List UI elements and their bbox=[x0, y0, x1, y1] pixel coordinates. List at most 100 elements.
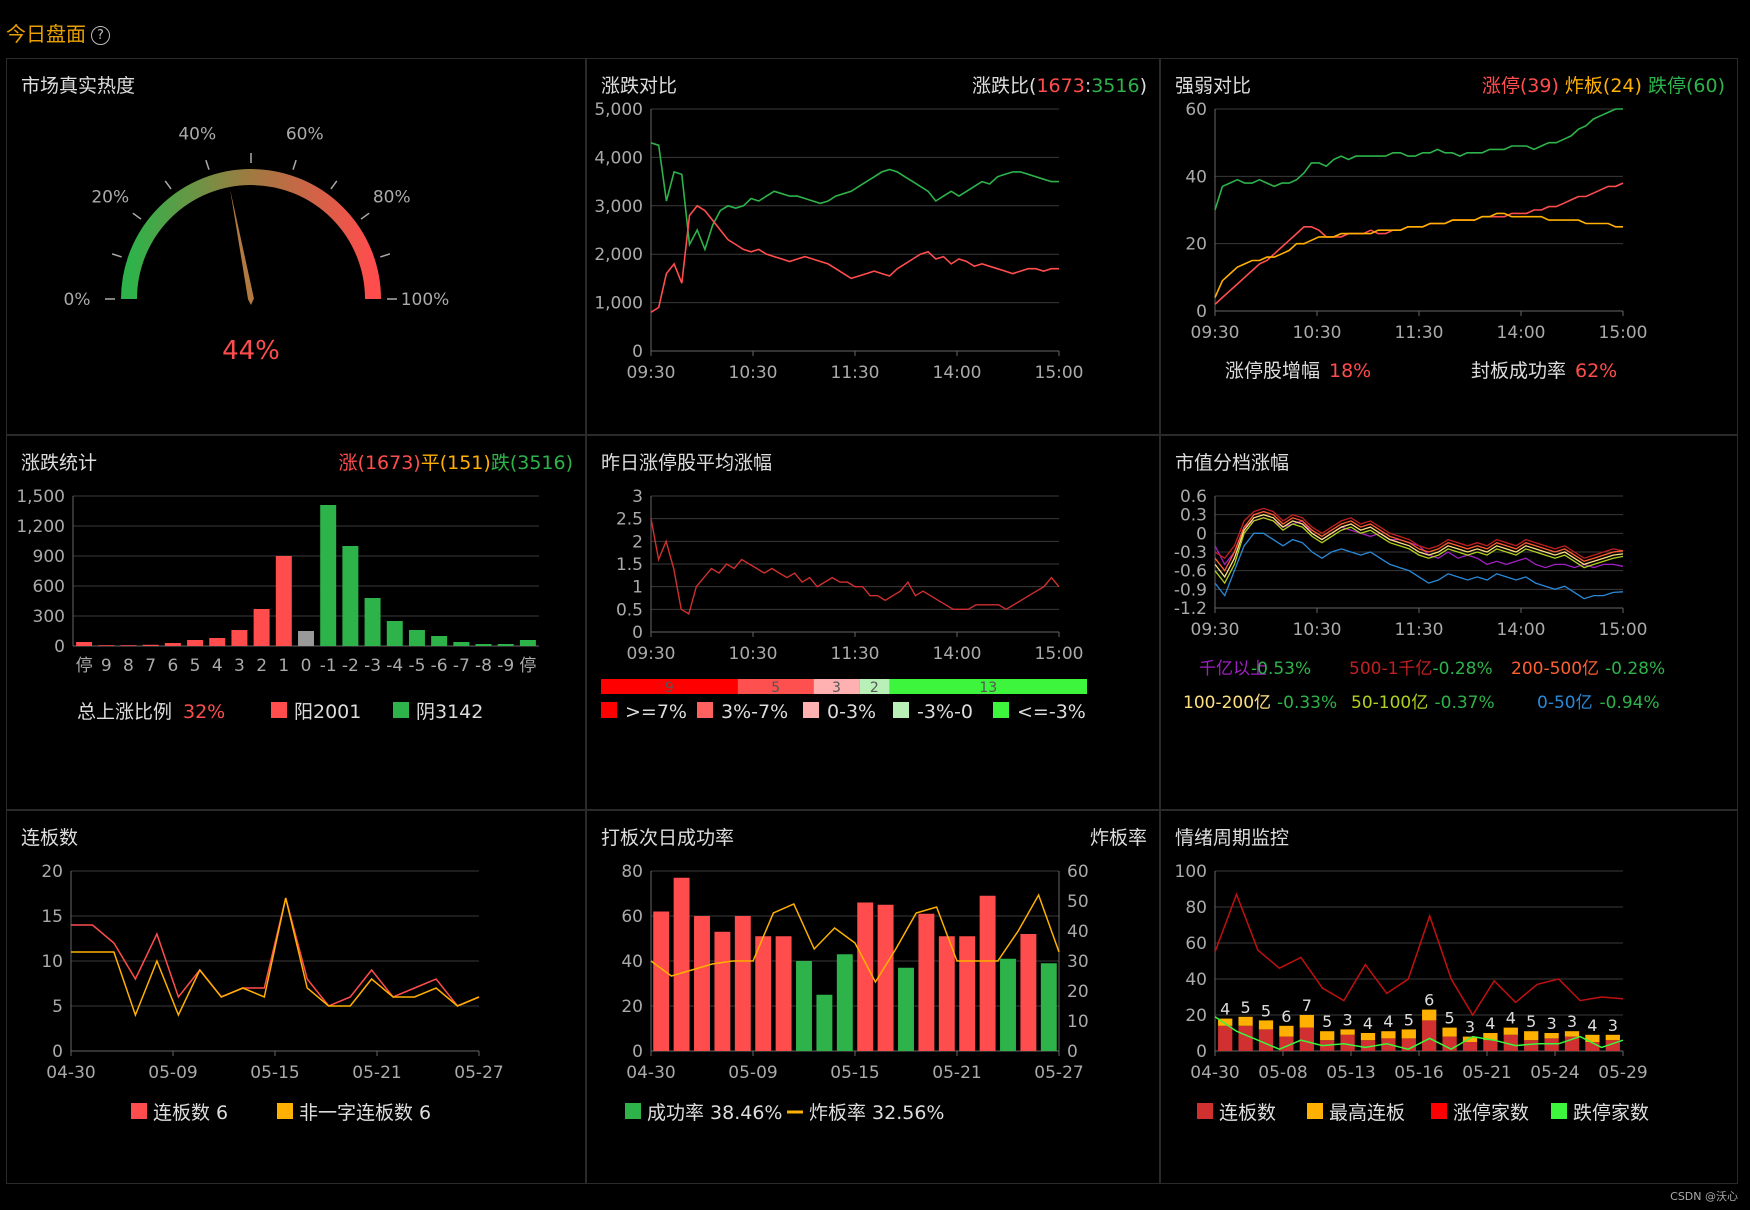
x-tick-label: 05-13 bbox=[1326, 1063, 1375, 1083]
bar-top bbox=[1462, 1036, 1478, 1042]
x-tick-label: -5 bbox=[408, 656, 425, 676]
x-tick-label: 停 bbox=[519, 656, 536, 676]
x-tick-label: -9 bbox=[497, 656, 514, 676]
y2-tick-label: 50 bbox=[1067, 892, 1089, 912]
x-tick-label: 05-29 bbox=[1598, 1063, 1647, 1083]
y2-tick-label: 0 bbox=[1067, 1042, 1078, 1062]
y-tick-label: 20 bbox=[621, 997, 643, 1017]
gauge-tick bbox=[132, 212, 142, 220]
series-line-1 bbox=[71, 897, 480, 1018]
y-tick-label: 2,000 bbox=[594, 245, 643, 265]
x-tick-label: 14:00 bbox=[1497, 620, 1546, 640]
y-tick-label: 4,000 bbox=[594, 148, 643, 168]
bar-lianban bbox=[1238, 1025, 1253, 1051]
bar-top bbox=[1585, 1034, 1600, 1042]
series-line-0 bbox=[1214, 517, 1624, 569]
legend-label: 跌停家数 bbox=[1573, 1102, 1649, 1124]
panel-title: 涨跌统计 bbox=[21, 452, 98, 474]
panel-distribution: 涨跌统计 涨(1673)平(151)跌(3516) 1,500 1,200 900 6… bbox=[6, 435, 586, 810]
help-icon[interactable]: ? bbox=[91, 26, 110, 45]
series-line-2 bbox=[1214, 212, 1623, 298]
bar-top bbox=[1258, 1020, 1274, 1030]
bar bbox=[898, 967, 914, 1051]
bar-label: 4 bbox=[1220, 1000, 1230, 1019]
y-tick-label: 0 bbox=[632, 1042, 643, 1062]
gauge-tick bbox=[111, 253, 122, 258]
x-tick-label: -2 bbox=[342, 656, 359, 676]
series-line-0 bbox=[1214, 108, 1623, 211]
streak-chart: 20 15 10 5 004-30 05-09 05-15 05-21 05-27 连板数 6 非一… bbox=[41, 862, 503, 1124]
legend-value: -0.33% bbox=[1277, 693, 1337, 713]
bar bbox=[209, 638, 226, 646]
legend-value: -0.28% bbox=[1605, 659, 1665, 679]
bar-label: 4 bbox=[1506, 1009, 1516, 1028]
bar-lianban bbox=[1340, 1034, 1355, 1051]
series-line-2 bbox=[1214, 510, 1624, 572]
rate-line bbox=[650, 893, 1060, 984]
gauge-needle bbox=[230, 188, 254, 305]
gauge-tick-label: 100% bbox=[401, 290, 450, 310]
strip-segment bbox=[601, 679, 738, 694]
y-tick-label: 20 bbox=[1185, 1006, 1207, 1026]
limit-up-line bbox=[1214, 892, 1624, 1017]
x-tick-label: 9 bbox=[101, 656, 112, 676]
legend-swatch bbox=[1197, 1103, 1213, 1119]
gauge-value: 44% bbox=[222, 336, 280, 366]
bar bbox=[431, 636, 448, 646]
bar-label: 3 bbox=[1465, 1018, 1475, 1037]
legend-label: 涨停家数 bbox=[1453, 1102, 1529, 1124]
gauge-tick bbox=[205, 159, 210, 170]
x-tick-label: 11:30 bbox=[1395, 620, 1444, 640]
strip-label: 13 bbox=[979, 680, 997, 696]
bar-top bbox=[1238, 1016, 1253, 1026]
y-tick-label: 1,000 bbox=[594, 294, 643, 314]
legend-label: 千亿以上 bbox=[1199, 659, 1267, 679]
x-tick-label: 10:30 bbox=[1293, 620, 1342, 640]
bar-top bbox=[1422, 1009, 1437, 1021]
bar-top bbox=[1544, 1033, 1559, 1039]
x-tick-label: 停 bbox=[76, 656, 93, 676]
gauge-tick bbox=[380, 253, 391, 258]
legend-label: -3%-0 bbox=[917, 701, 973, 723]
x-tick-label: 09:30 bbox=[1191, 323, 1240, 343]
bar-top bbox=[1218, 1018, 1233, 1026]
y-tick-label: 0.6 bbox=[1180, 487, 1207, 507]
panel-title: 昨日涨停股平均涨幅 bbox=[601, 452, 773, 474]
strip-segment bbox=[889, 679, 1087, 694]
y-tick-label: 40 bbox=[1185, 970, 1207, 990]
legend-value: -0.94% bbox=[1600, 693, 1660, 713]
gauge-tick-label: 40% bbox=[178, 125, 216, 145]
legend-label: 连板数 6 bbox=[153, 1102, 228, 1124]
y2-tick-label: 20 bbox=[1067, 982, 1089, 1002]
gauge-tick bbox=[164, 180, 172, 190]
y-tick-label: 1,500 bbox=[16, 487, 65, 507]
y-tick-label: 1 bbox=[632, 578, 643, 598]
y-tick-label: 0 bbox=[1196, 1042, 1207, 1062]
series-line-5 bbox=[1214, 532, 1624, 600]
gauge-tick-label: 80% bbox=[373, 188, 411, 208]
legend-value: -0.37% bbox=[1435, 693, 1495, 713]
bar bbox=[796, 961, 812, 1051]
gauge-tick bbox=[360, 212, 370, 220]
up-down-ratio: 涨跌比(1673:3516) bbox=[972, 75, 1147, 97]
panel-title: 涨跌对比 bbox=[601, 75, 678, 97]
x-tick-label: 05-21 bbox=[932, 1063, 981, 1083]
bar bbox=[1020, 934, 1037, 1051]
bar bbox=[836, 954, 853, 1051]
series-line-0 bbox=[650, 142, 1059, 252]
y-tick-label: 1.5 bbox=[616, 555, 643, 575]
y-tick-label: 2 bbox=[632, 532, 643, 552]
panel-up-down: 涨跌对比 涨跌比(1673:3516) 5,000 4,000 3,000 2,000… bbox=[586, 58, 1160, 435]
y2-tick-label: 40 bbox=[1067, 922, 1089, 942]
y-tick-label: -0.3 bbox=[1174, 543, 1207, 563]
bar bbox=[653, 911, 670, 1051]
bar bbox=[755, 936, 772, 1051]
gauge-tick bbox=[330, 180, 338, 190]
bar-top bbox=[1381, 1031, 1396, 1039]
y-tick-label: 60 bbox=[1185, 934, 1207, 954]
strength-chart: 60 40 20 009:30 10:30 11:30 14:00 15:00 涨停股增幅 18%… bbox=[1185, 100, 1647, 382]
bar-label: 5 bbox=[1261, 1001, 1271, 1020]
bar-label: 3 bbox=[1567, 1012, 1577, 1031]
bar bbox=[408, 630, 425, 646]
